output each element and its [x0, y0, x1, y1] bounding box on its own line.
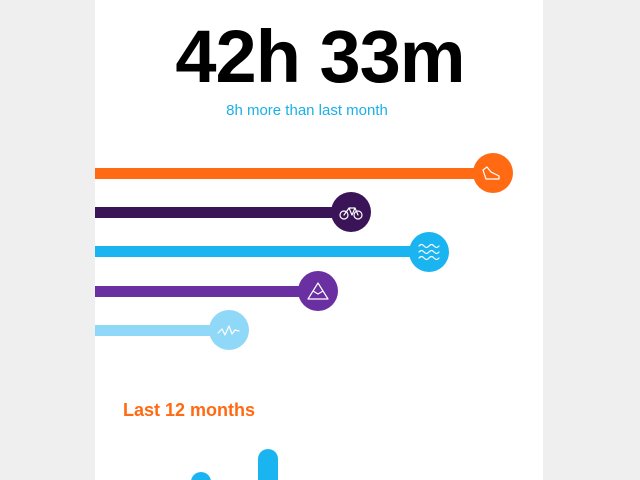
shoe-icon	[482, 166, 500, 180]
comparison-text: 8h more than last month	[226, 102, 388, 119]
panel	[95, 0, 543, 480]
activity-bar	[95, 246, 429, 257]
activity-swimming[interactable]	[95, 232, 449, 272]
mountain-icon	[307, 282, 329, 300]
activity-icon	[298, 271, 338, 311]
activity-bar	[95, 286, 318, 297]
bike-icon	[339, 207, 363, 220]
activity-hiking[interactable]	[95, 271, 338, 311]
section-title: Last 12 months	[123, 400, 255, 420]
activity-running[interactable]	[95, 153, 513, 193]
waves-icon	[418, 243, 440, 261]
activity-cycling[interactable]	[95, 192, 371, 232]
activity-bar	[95, 168, 493, 179]
pulse-icon	[217, 325, 240, 336]
activity-other[interactable]	[95, 310, 249, 350]
month-bar	[191, 472, 211, 480]
activity-bar	[95, 207, 351, 218]
activity-bar	[95, 325, 229, 336]
total-time: 42h 33m	[175, 15, 464, 98]
month-bar	[258, 449, 278, 480]
activity-icon	[209, 310, 249, 350]
